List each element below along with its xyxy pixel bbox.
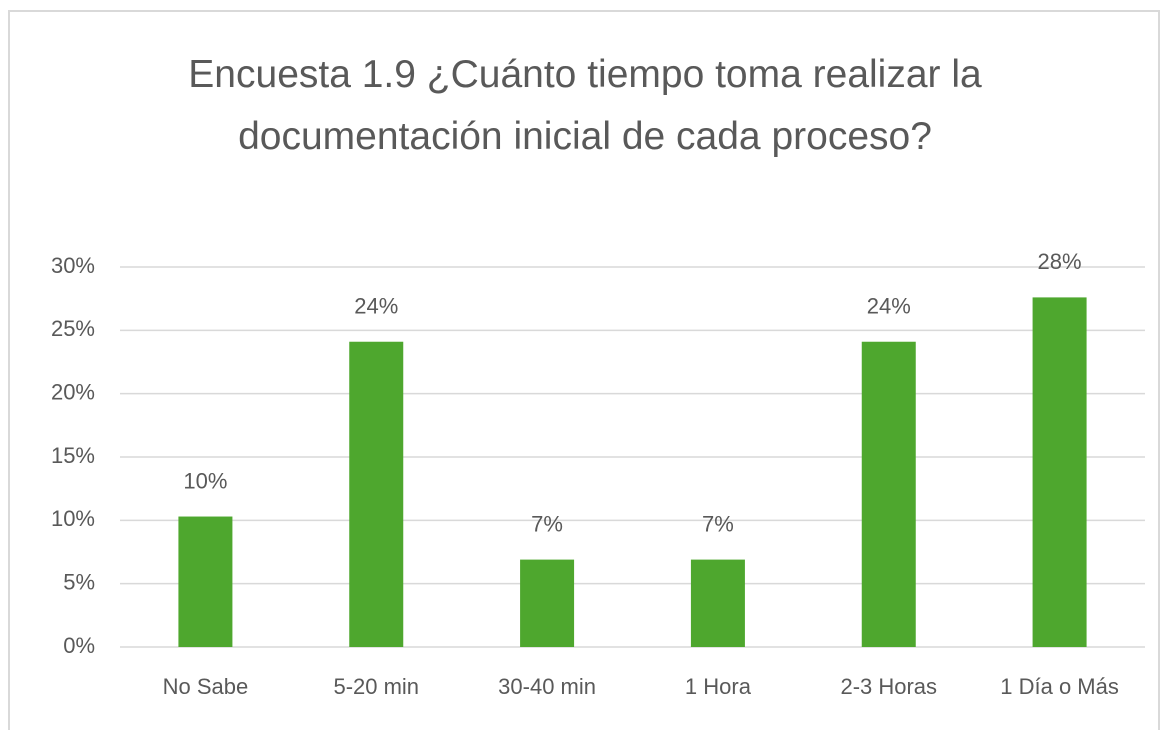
data-label: 7%: [702, 511, 734, 536]
data-label: 24%: [867, 294, 911, 319]
x-tick-label: 2-3 Horas: [840, 674, 937, 699]
data-label: 7%: [531, 511, 563, 536]
y-tick-label: 25%: [51, 316, 95, 341]
x-tick-label: No Sabe: [163, 674, 249, 699]
x-tick-label: 30-40 min: [498, 674, 596, 699]
bar: [1032, 297, 1087, 647]
y-tick-label: 5%: [63, 569, 95, 594]
y-tick-label: 20%: [51, 379, 95, 404]
x-tick-label: 1 Hora: [685, 674, 752, 699]
data-label: 28%: [1038, 249, 1082, 274]
x-tick-label: 1 Día o Más: [1000, 674, 1119, 699]
chart-title: Encuesta 1.9 ¿Cuánto tiempo toma realiza…: [188, 53, 982, 158]
chart-border: [8, 10, 1160, 730]
bar: [178, 516, 233, 647]
y-tick-label: 15%: [51, 443, 95, 468]
bar: [690, 559, 745, 647]
data-label: 24%: [354, 294, 398, 319]
bar: [861, 341, 916, 647]
y-tick-label: 10%: [51, 506, 95, 531]
bar: [349, 341, 404, 647]
y-tick-label: 0%: [63, 633, 95, 658]
x-tick-label: 5-20 min: [333, 674, 419, 699]
data-label: 10%: [183, 468, 227, 493]
y-tick-label: 30%: [51, 253, 95, 278]
bar: [520, 559, 575, 647]
